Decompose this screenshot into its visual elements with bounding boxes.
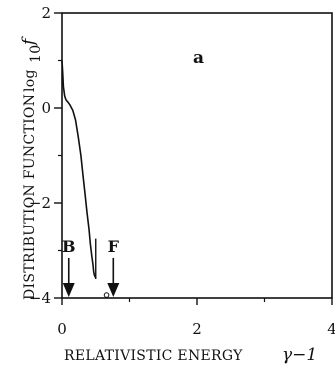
- y-tick-label: −4: [29, 289, 51, 307]
- y-axis-label-group: DISTRIBUTION FUNCTION log 10 f: [19, 36, 44, 300]
- y-axis-symbol: log: [22, 69, 38, 92]
- series-group: [61, 60, 97, 279]
- y-axis-symbol-variable: f: [19, 36, 39, 47]
- energy-marker-label: F: [108, 237, 120, 256]
- energy-marker-label: B: [62, 237, 76, 256]
- x-tick-label: 2: [192, 320, 202, 338]
- x-axis-label: RELATIVISTIC ENERGY: [64, 348, 243, 364]
- x-tick-label: 0: [57, 320, 67, 338]
- energy-marker-arrowhead: [62, 283, 75, 297]
- x-axis-symbol: γ−1: [282, 345, 317, 365]
- open-data-point: [103, 292, 110, 298]
- tick-labels-group: 0 2 4 −4 −2 0 2: [29, 4, 335, 338]
- y-axis-symbol-subscript: 10: [28, 45, 44, 63]
- energy-marker-arrowhead: [107, 283, 120, 297]
- distribution-curve: [61, 60, 97, 279]
- y-tick-label: 0: [41, 99, 51, 117]
- y-tick-label: 2: [41, 4, 51, 22]
- tick-marks-group: [54, 12, 333, 305]
- panel-label: a: [193, 48, 204, 68]
- y-axis-label: DISTRIBUTION FUNCTION: [22, 94, 38, 300]
- x-tick-label: 4: [327, 320, 335, 338]
- y-tick-label: −2: [29, 194, 51, 212]
